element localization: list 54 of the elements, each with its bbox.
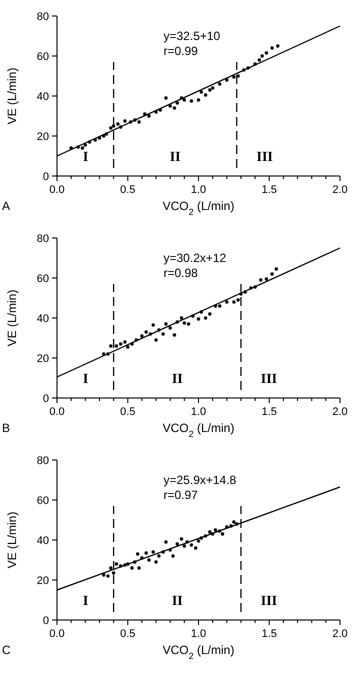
annotation: II [170,150,181,165]
y-tick-label: 0 [42,171,49,183]
x-tick-label: 0.0 [49,406,65,418]
x-axis-title: VCO$_{2}$ (L/min) [162,421,234,439]
y-tick-label: 40 [36,313,49,325]
x-tick-label: 1.5 [262,406,277,418]
x-tick-label: 2.0 [332,406,348,418]
annotation: II [172,372,183,387]
y-tick-label: 60 [36,273,49,285]
y-tick-label: 20 [36,131,49,143]
annotation: r=0.98 [164,266,198,280]
text: A [2,199,10,213]
x-tick-label: 1.5 [262,628,277,640]
x-tick-label: 0.5 [120,406,136,418]
text: C [2,643,11,657]
y-tick-label: 60 [36,51,49,63]
annotation: I [82,150,88,165]
x-tick-label: 1.0 [190,184,206,196]
annotation: II [172,594,183,609]
y-axis-title: VE (L/min) [5,512,19,568]
annotation: I [82,372,88,387]
x-tick-label: 1.0 [190,628,206,640]
x-tick-label: 1.0 [190,406,206,418]
y-tick-label: 20 [36,353,49,365]
y-tick-label: 80 [36,233,49,245]
x-tick-label: 0.0 [49,628,65,640]
x-axis-title: VCO$_{2}$ (L/min) [162,643,234,661]
annotation: III [256,150,273,165]
y-tick-label: 0 [42,393,49,405]
annotation: y=25.9x+14.8 [164,473,237,487]
x-axis-title: VCO$_{2}$ (L/min) [162,199,234,217]
x-tick-label: 0.5 [120,628,136,640]
annotation: III [260,372,278,387]
y-tick-label: 40 [36,91,49,103]
y-axis-title: VE (L/min) [5,68,19,124]
annotation: y=32.5+10 [164,29,221,43]
y-tick-label: 80 [36,455,49,467]
y-tick-label: 80 [36,11,49,23]
x-tick-label: 2.0 [332,628,348,640]
y-tick-label: 0 [42,615,49,627]
x-tick-label: 0.5 [120,184,136,196]
annotation: I [82,594,88,609]
annotation: r=0.97 [164,488,198,502]
annotation: III [260,594,278,609]
x-tick-label: 2.0 [332,184,348,196]
y-tick-label: 40 [36,535,49,547]
y-tick-label: 20 [36,575,49,587]
annotation: y=30.2x+12 [164,251,227,265]
x-tick-label: 0.0 [49,184,65,196]
text: B [2,421,10,435]
x-tick-label: 1.5 [262,184,277,196]
y-tick-label: 60 [36,495,49,507]
y-axis-title: VE (L/min) [5,290,19,346]
annotation: r=0.99 [164,44,198,58]
